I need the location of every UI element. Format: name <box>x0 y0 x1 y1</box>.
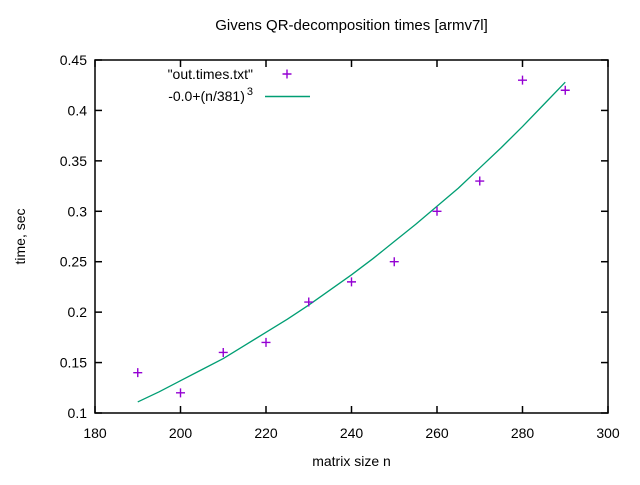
y-axis-label: time, sec <box>12 208 28 264</box>
x-tick-label: 180 <box>83 425 107 441</box>
x-tick-label: 260 <box>425 425 449 441</box>
y-tick-label: 0.15 <box>60 355 87 371</box>
y-tick-label: 0.1 <box>68 405 88 421</box>
data-point-plus-marker <box>389 257 399 267</box>
data-point-plus-marker <box>218 347 228 357</box>
y-tick-label: 0.35 <box>60 153 87 169</box>
x-tick-label: 200 <box>169 425 193 441</box>
legend-curve-exponent: 3 <box>247 86 253 98</box>
data-point-plus-marker <box>560 85 570 95</box>
x-tick-label: 300 <box>596 425 620 441</box>
legend: "out.times.txt" -0.0+(n/381) 3 <box>168 66 310 104</box>
data-point-plus-marker <box>518 75 527 85</box>
y-tick-label: 0.25 <box>60 254 87 270</box>
data-point-plus-marker <box>133 368 143 378</box>
data-point-plus-marker <box>261 337 271 347</box>
axis-tick-labels: 180 200 220 240 260 280 300 0.1 0.15 0.2 0.25 0.3 0.… <box>60 52 620 441</box>
legend-label-points: "out.times.txt" <box>168 66 253 82</box>
legend-label-curve: -0.0+(n/381) 3 <box>168 86 253 104</box>
fit-curve-line <box>137 81 566 403</box>
y-tick-label: 0.3 <box>68 203 88 219</box>
data-point-plus-marker <box>304 297 314 307</box>
data-point-plus-marker <box>432 206 442 216</box>
legend-point-sample-plus-icon <box>282 69 292 79</box>
legend-curve-formula: -0.0+(n/381) <box>168 88 245 104</box>
data-point-plus-marker <box>176 388 185 398</box>
x-tick-label: 280 <box>511 425 535 441</box>
y-tick-label: 0.4 <box>68 102 88 118</box>
y-tick-label: 0.2 <box>68 304 88 320</box>
data-point-plus-marker <box>475 176 485 186</box>
data-point-plus-marker <box>347 277 356 287</box>
chart-title: Givens QR-decomposition times [armv7l] <box>215 17 488 34</box>
x-axis-label: matrix size n <box>312 453 391 469</box>
plot-border <box>94 59 609 414</box>
x-tick-label: 240 <box>340 425 364 441</box>
scatter-points <box>133 75 570 398</box>
y-tick-label: 0.45 <box>60 52 87 68</box>
axis-ticks <box>94 59 609 414</box>
x-tick-label: 220 <box>254 425 278 441</box>
fit-curve <box>137 81 566 403</box>
